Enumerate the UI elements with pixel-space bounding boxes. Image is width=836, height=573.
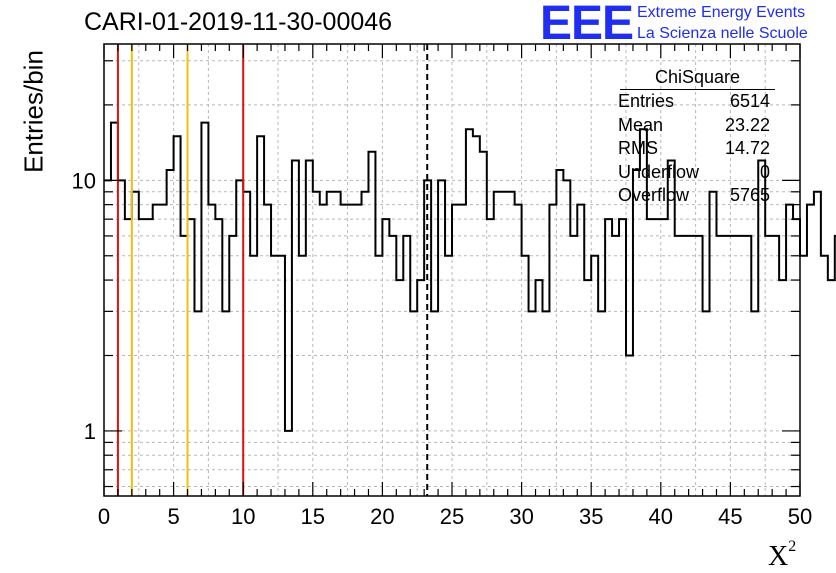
x-tick-label: 20 (370, 504, 394, 529)
x-tick-label: 40 (649, 504, 673, 529)
x-tick-label: 25 (440, 504, 464, 529)
stats-row-underflow: Underflow 0 (618, 161, 770, 182)
stats-box: ChiSquare Entries 6514 Mean 23.22 RMS 14.72… (612, 66, 775, 208)
x-tick-label: 15 (301, 504, 325, 529)
x-tick-label: 5 (167, 504, 179, 529)
x-tick-label: 45 (718, 504, 742, 529)
stats-title: ChiSquare (620, 66, 775, 90)
x-axis-label: X2 (768, 538, 797, 572)
brand-text: Extreme Energy Events La Scienza nelle S… (637, 2, 808, 44)
y-tick-label: 10 (72, 168, 96, 193)
stats-row-mean: Mean 23.22 (618, 114, 770, 135)
x-tick-label: 50 (788, 504, 812, 529)
x-tick-label: 10 (231, 504, 255, 529)
x-tick-label: 0 (98, 504, 110, 529)
stats-row-entries: Entries 6514 (618, 91, 770, 111)
brand-line-1: Extreme Energy Events (637, 4, 806, 21)
y-axis-label: Entries/bin (18, 50, 49, 173)
x-tick-label: 35 (579, 504, 603, 529)
brand-line-2: La Scienza nelle Scuole (637, 25, 808, 42)
stats-row-rms: RMS 14.72 (618, 138, 770, 158)
y-tick-label: 1 (84, 419, 96, 444)
x-tick-label: 30 (509, 504, 533, 529)
chart-title: CARI-01-2019-11-30-00046 (84, 8, 393, 36)
stats-row-overflow: Overflow 5765 (618, 185, 770, 205)
eee-logo: EEE (540, 0, 634, 50)
